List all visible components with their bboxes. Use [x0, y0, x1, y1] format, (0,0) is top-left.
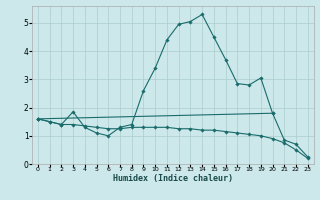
- X-axis label: Humidex (Indice chaleur): Humidex (Indice chaleur): [113, 174, 233, 183]
